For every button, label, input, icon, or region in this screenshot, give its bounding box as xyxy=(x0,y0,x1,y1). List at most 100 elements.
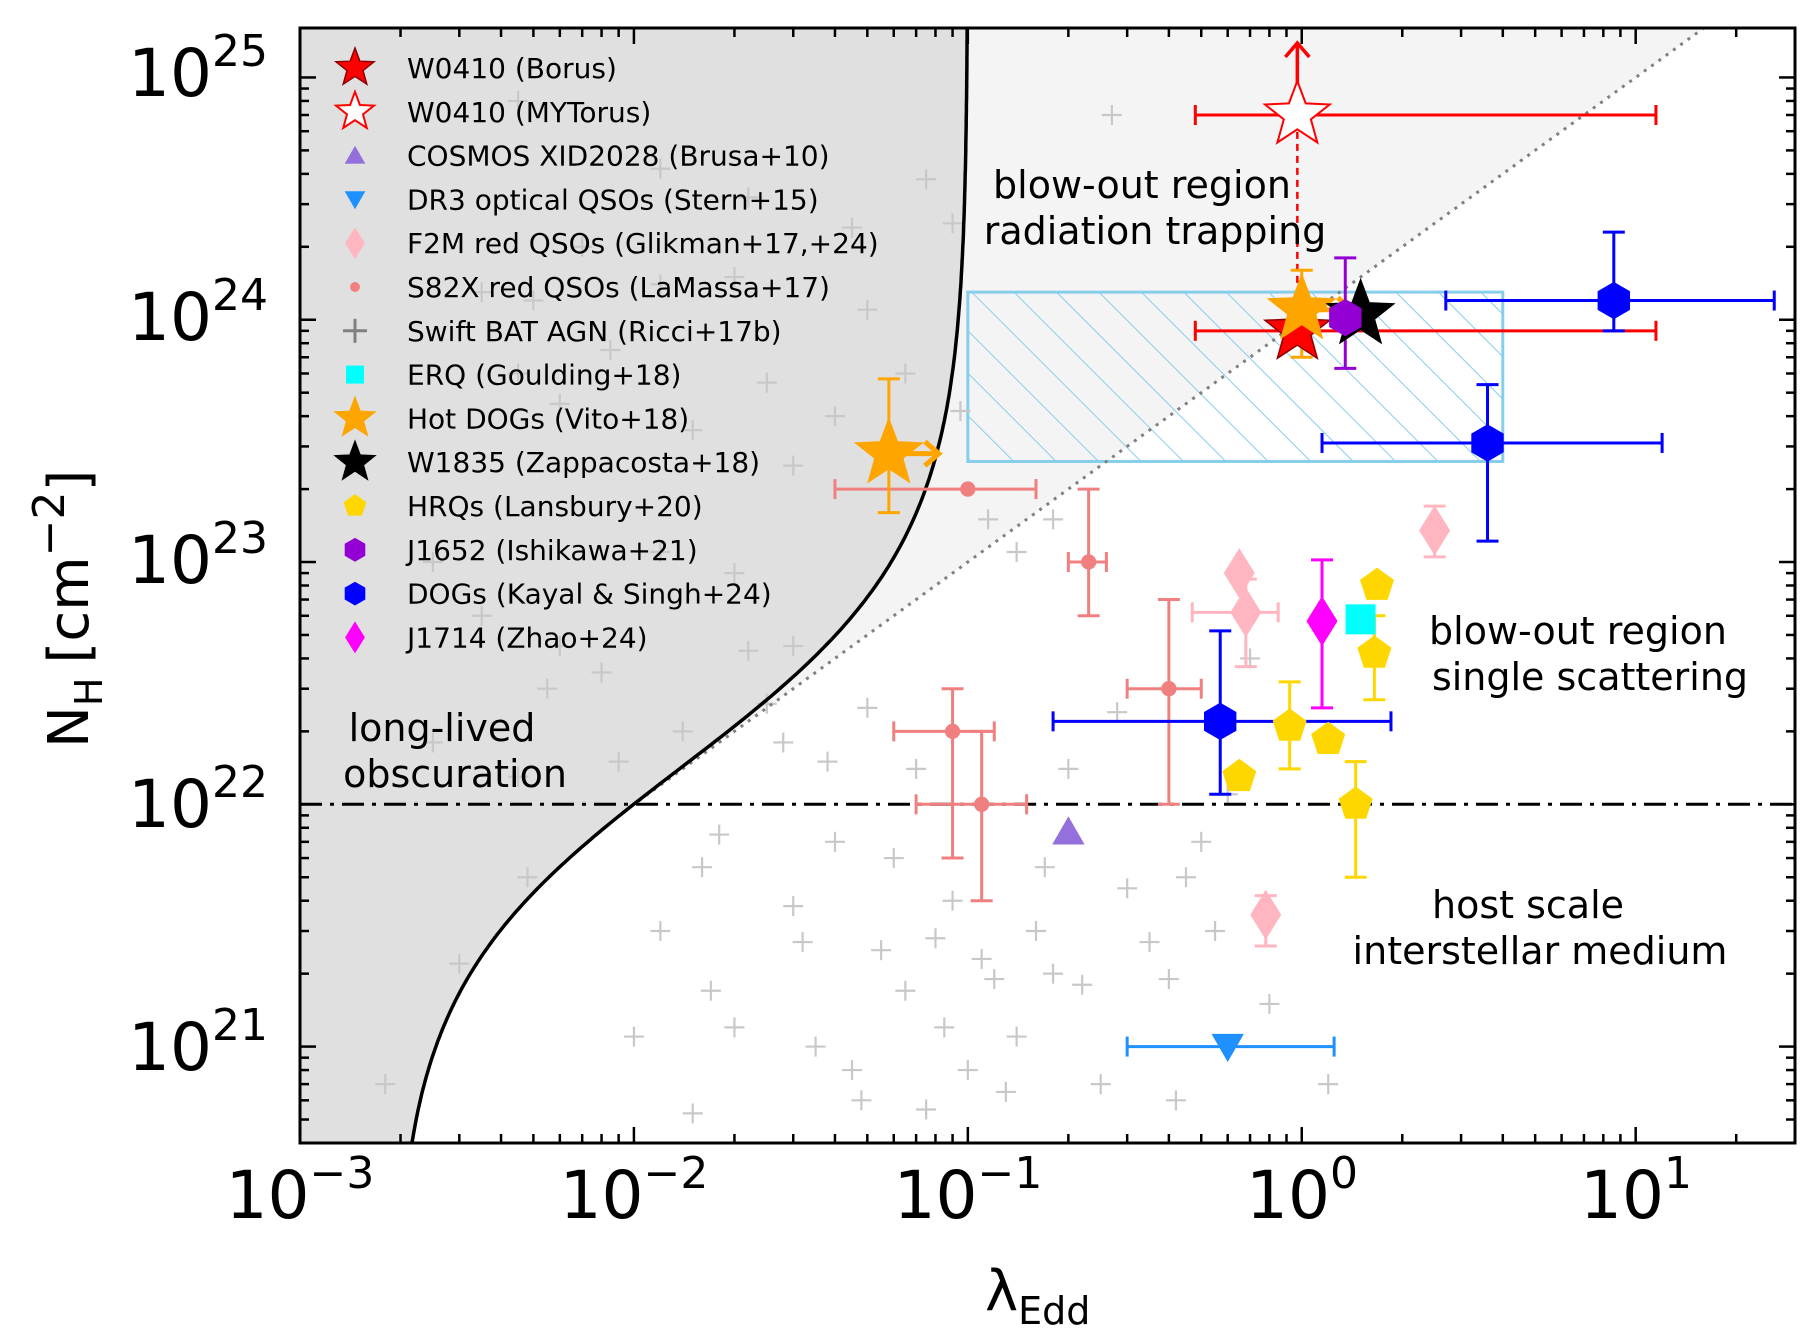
legend-label-13: J1714 (Zhao+24) xyxy=(405,621,648,654)
swift-bat-point xyxy=(1006,541,1027,562)
swift-bat-point xyxy=(906,758,927,779)
legend-symbol-triangle-down xyxy=(344,191,366,210)
swift-bat-point xyxy=(857,299,878,320)
swift-bat-point xyxy=(1191,831,1212,852)
point-hexagon xyxy=(1204,702,1237,740)
legend-symbol-star xyxy=(333,88,377,131)
swift-bat-point xyxy=(1318,1074,1339,1095)
x-tick-label-2: 10−1 xyxy=(894,1148,1043,1234)
upper-arrowhead xyxy=(1284,40,1311,59)
x-tick-label-4: 101 xyxy=(1580,1148,1692,1234)
swift-bat-point xyxy=(600,340,621,361)
point-diamond xyxy=(1223,548,1255,599)
point-star xyxy=(1262,78,1333,145)
point-diamond xyxy=(1230,587,1262,638)
swift-bat-point xyxy=(1117,878,1138,899)
point-triangle-up xyxy=(1052,816,1085,845)
point-star xyxy=(853,416,924,484)
swift-bat-point xyxy=(738,187,759,208)
swift-bat-point xyxy=(650,274,671,295)
legend-symbol-pentagon xyxy=(343,494,367,516)
point-pentagon xyxy=(1311,721,1346,754)
swift-bat-point xyxy=(783,636,804,657)
legend-symbol-diamond xyxy=(345,621,365,654)
swift-bat-point xyxy=(1025,920,1046,941)
data-markers xyxy=(853,78,1630,1062)
swift-bat-point xyxy=(650,920,671,941)
swift-bat-point xyxy=(608,751,629,772)
legend-label-10: HRQs (Lansbury+20) xyxy=(407,490,703,523)
swift-bat-point xyxy=(1043,963,1064,984)
swift-bat-point xyxy=(682,420,703,441)
legend-symbol-star xyxy=(333,439,377,481)
swift-bat-point xyxy=(995,1081,1016,1102)
y-axis-label: NH[cm−2] xyxy=(24,470,111,748)
point-circle xyxy=(960,481,976,497)
y-tick-labels: 1021 1022 1023 1024 1025 xyxy=(128,26,268,1086)
swift-bat-point xyxy=(1006,1026,1027,1047)
hatched-box xyxy=(966,290,1505,463)
region-label-ism-line-1: host scale xyxy=(1432,883,1624,927)
swift-bat-point xyxy=(1158,969,1179,990)
swift-bat-point xyxy=(842,1060,863,1081)
swift-bat-point xyxy=(1139,932,1160,953)
legend: W0410 (Borus) W0410 (MYTorus) COSMOS XID20… xyxy=(333,45,879,654)
radiation-trapping-region-shading xyxy=(411,28,1704,1143)
x-tick-label-1: 10−2 xyxy=(560,1148,709,1234)
point-circle xyxy=(1161,681,1177,697)
region-label-single-scattering-line-1: blow-out region xyxy=(1429,609,1727,653)
y-tick-label-25: 1025 xyxy=(128,26,268,112)
swift-bat-point xyxy=(572,236,593,257)
legend-label-7: ERQ (Goulding+18) xyxy=(407,359,681,392)
y-tick-label-23: 1023 xyxy=(128,513,268,599)
region-label-long-lived-line-2: obscuration xyxy=(343,752,567,796)
swift-bat-point xyxy=(517,867,538,888)
y-tick-label-24: 1024 xyxy=(128,270,268,356)
swift-bat-point xyxy=(623,1026,644,1047)
legend-symbol-triangle-up xyxy=(344,145,366,164)
swift-bat-point xyxy=(1107,702,1128,723)
swift-bat-point xyxy=(773,732,794,753)
point-hexagon xyxy=(1597,281,1630,320)
swift-bat-point xyxy=(1058,758,1079,779)
legend-label-0: W0410 (Borus) xyxy=(407,52,617,85)
swift-bat-point xyxy=(851,1090,872,1111)
swift-bat-point xyxy=(871,940,892,961)
swift-bat-point xyxy=(916,169,937,190)
swift-bat-point xyxy=(1175,867,1196,888)
point-triangle-down xyxy=(1211,1033,1244,1062)
region-label-long-lived-line-1: long-lived xyxy=(349,706,536,750)
swift-bat-point xyxy=(1034,857,1055,878)
point-circle xyxy=(974,796,990,812)
legend-label-12: DOGs (Kayal & Singh+24) xyxy=(407,578,772,611)
swift-bat-point xyxy=(1205,920,1226,941)
swift-bat-point xyxy=(724,563,745,584)
swift-bat-point xyxy=(549,393,570,414)
point-pentagon xyxy=(1272,708,1307,741)
point-square xyxy=(1345,604,1376,635)
region-label-radiation-trapping-line-1: blow-out region xyxy=(993,163,1291,207)
legend-symbol-hexagon xyxy=(344,537,366,562)
legend-label-2: COSMOS XID2028 (Brusa+10) xyxy=(407,140,830,173)
swift-bat-point xyxy=(471,605,492,626)
swift-bat-point xyxy=(842,217,863,238)
swift-bat-point xyxy=(1043,509,1064,530)
swift-bat-point xyxy=(957,1060,978,1081)
legend-label-3: DR3 optical QSOs (Stern+15) xyxy=(407,183,819,216)
swift-bat-point xyxy=(950,401,971,422)
swift-bat-point xyxy=(857,697,878,718)
swift-bat-point xyxy=(650,541,671,562)
swift-bat-point xyxy=(724,267,745,288)
legend-label-11: J1652 (Ishikawa+21) xyxy=(405,534,698,567)
swift-bat-point xyxy=(1240,648,1261,669)
swift-bat-point xyxy=(984,969,1005,990)
point-pentagon xyxy=(1222,758,1257,792)
swift-bat-point xyxy=(824,406,845,427)
legend-label-1: W0410 (MYTorus) xyxy=(407,96,651,129)
lower-limit-arrowhead xyxy=(923,439,943,468)
swift-bat-point xyxy=(971,948,992,969)
legend-symbol-hexagon xyxy=(344,581,366,606)
point-star xyxy=(1266,272,1337,340)
point-hexagon xyxy=(1329,299,1362,337)
